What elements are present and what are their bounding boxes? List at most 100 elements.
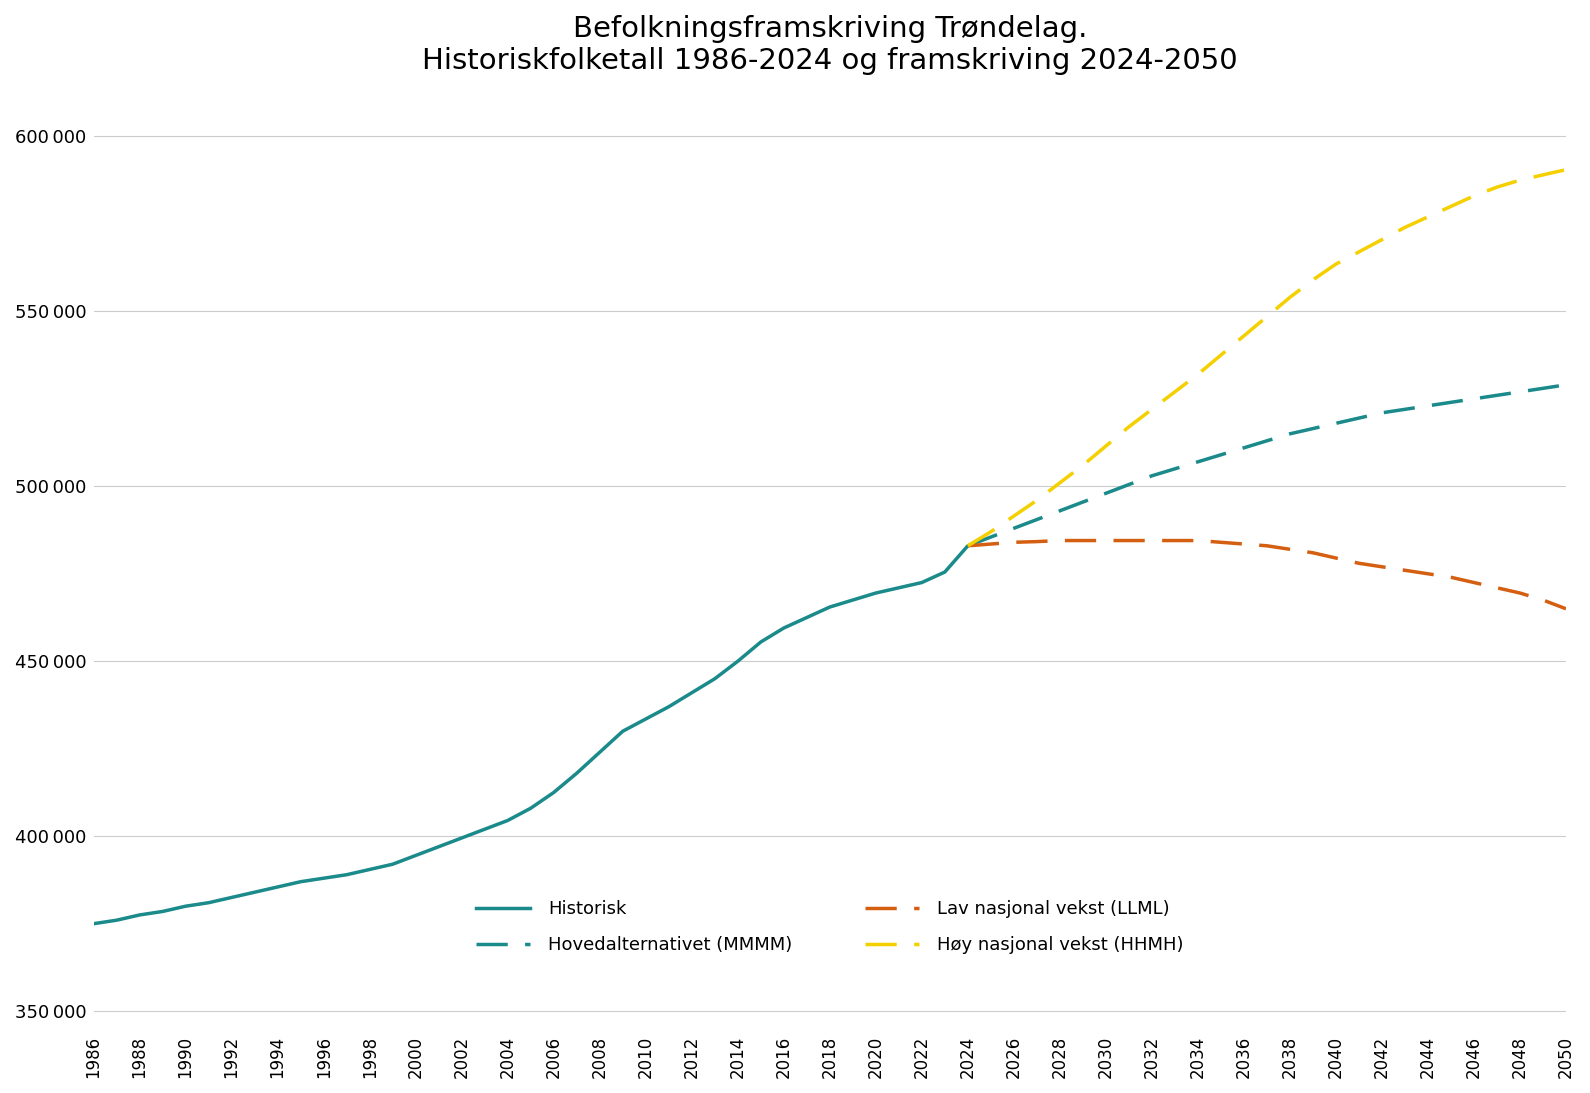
Hovedalternativet (MMMM) <box>1142 469 1161 482</box>
Lav nasjonal vekst (LLML) <box>1487 581 1506 595</box>
Høy nasjonal vekst (HHMH) <box>1051 477 1070 490</box>
Lav nasjonal vekst (LLML) <box>1142 534 1161 548</box>
Lav nasjonal vekst (LLML) <box>1418 567 1437 580</box>
Lav nasjonal vekst (LLML) <box>1005 536 1024 549</box>
Historisk <box>84 917 103 930</box>
Hovedalternativet (MMMM) <box>1258 434 1277 447</box>
Høy nasjonal vekst (HHMH) <box>981 526 1000 539</box>
Høy nasjonal vekst (HHMH) <box>1326 258 1345 271</box>
Legend: Historisk, Hovedalternativet (MMMM), Lav nasjonal vekst (LLML), Høy nasjonal vek: Historisk, Hovedalternativet (MMMM), Lav… <box>475 901 1183 954</box>
Høy nasjonal vekst (HHMH) <box>1097 439 1116 453</box>
Lav nasjonal vekst (LLML) <box>1372 561 1391 574</box>
Line: Høy nasjonal vekst (HHMH): Høy nasjonal vekst (HHMH) <box>968 169 1566 545</box>
Historisk <box>176 900 196 913</box>
Lav nasjonal vekst (LLML) <box>1557 602 1576 615</box>
Historisk <box>337 868 356 881</box>
Høy nasjonal vekst (HHMH) <box>1005 509 1024 522</box>
Høy nasjonal vekst (HHMH) <box>1304 273 1323 286</box>
Høy nasjonal vekst (HHMH) <box>1073 459 1092 472</box>
Lav nasjonal vekst (LLML) <box>1027 536 1046 549</box>
Line: Hovedalternativet (MMMM): Hovedalternativet (MMMM) <box>968 385 1566 545</box>
Historisk <box>820 600 840 613</box>
Historisk <box>452 832 471 845</box>
Høy nasjonal vekst (HHMH) <box>959 539 978 552</box>
Historisk <box>544 786 563 799</box>
Historisk <box>153 905 172 918</box>
Lav nasjonal vekst (LLML) <box>1073 534 1092 548</box>
Historisk <box>245 885 264 898</box>
Lav nasjonal vekst (LLML) <box>1119 534 1138 548</box>
Historisk <box>315 871 334 884</box>
Høy nasjonal vekst (HHMH) <box>1396 221 1415 234</box>
Historisk <box>568 766 587 779</box>
Historisk <box>291 875 310 889</box>
Historisk <box>706 672 725 685</box>
Historisk <box>475 823 494 836</box>
Hovedalternativet (MMMM) <box>1304 422 1323 435</box>
Høy nasjonal vekst (HHMH) <box>1142 402 1161 415</box>
Lav nasjonal vekst (LLML) <box>959 539 978 552</box>
Høy nasjonal vekst (HHMH) <box>1372 233 1391 246</box>
Historisk <box>660 701 679 714</box>
Line: Historisk: Historisk <box>94 545 968 924</box>
Hovedalternativet (MMMM) <box>1442 396 1461 409</box>
Hovedalternativet (MMMM) <box>1212 448 1231 461</box>
Historisk <box>429 841 448 854</box>
Hovedalternativet (MMMM) <box>1510 385 1530 398</box>
Historisk <box>383 858 402 871</box>
Historisk <box>867 587 886 600</box>
Lav nasjonal vekst (LLML) <box>1258 539 1277 552</box>
Høy nasjonal vekst (HHMH) <box>1350 245 1369 258</box>
Høy nasjonal vekst (HHMH) <box>1212 349 1231 362</box>
Høy nasjonal vekst (HHMH) <box>1533 168 1552 181</box>
Høy nasjonal vekst (HHMH) <box>1234 329 1253 342</box>
Hovedalternativet (MMMM) <box>1280 427 1299 440</box>
Hovedalternativet (MMMM) <box>1027 513 1046 526</box>
Hovedalternativet (MMMM) <box>981 530 1000 543</box>
Lav nasjonal vekst (LLML) <box>1188 534 1207 548</box>
Historisk <box>223 891 242 904</box>
Høy nasjonal vekst (HHMH) <box>1188 367 1207 380</box>
Lav nasjonal vekst (LLML) <box>1097 534 1116 548</box>
Lav nasjonal vekst (LLML) <box>1212 536 1231 549</box>
Høy nasjonal vekst (HHMH) <box>1165 385 1185 398</box>
Historisk <box>498 814 517 827</box>
Hovedalternativet (MMMM) <box>1119 478 1138 491</box>
Hovedalternativet (MMMM) <box>1073 495 1092 508</box>
Lav nasjonal vekst (LLML) <box>1510 587 1530 600</box>
Historisk <box>728 655 747 668</box>
Historisk <box>636 713 655 726</box>
Historisk <box>405 849 425 862</box>
Line: Lav nasjonal vekst (LLML): Lav nasjonal vekst (LLML) <box>968 541 1566 609</box>
Historisk <box>750 635 770 648</box>
Høy nasjonal vekst (HHMH) <box>1027 494 1046 507</box>
Hovedalternativet (MMMM) <box>1396 402 1415 415</box>
Hovedalternativet (MMMM) <box>1326 416 1345 430</box>
Lav nasjonal vekst (LLML) <box>1326 552 1345 565</box>
Historisk <box>130 908 149 921</box>
Historisk <box>774 622 793 635</box>
Lav nasjonal vekst (LLML) <box>1396 564 1415 577</box>
Hovedalternativet (MMMM) <box>1372 407 1391 420</box>
Hovedalternativet (MMMM) <box>1418 399 1437 412</box>
Lav nasjonal vekst (LLML) <box>1464 576 1483 589</box>
Høy nasjonal vekst (HHMH) <box>1280 291 1299 304</box>
Hovedalternativet (MMMM) <box>1051 504 1070 517</box>
Historisk <box>843 593 862 607</box>
Historisk <box>797 611 816 624</box>
Historisk <box>269 880 288 893</box>
Lav nasjonal vekst (LLML) <box>1280 543 1299 556</box>
Lav nasjonal vekst (LLML) <box>1350 556 1369 569</box>
Hovedalternativet (MMMM) <box>1005 521 1024 534</box>
Høy nasjonal vekst (HHMH) <box>1119 421 1138 434</box>
Historisk <box>682 686 701 700</box>
Historisk <box>590 745 609 759</box>
Historisk <box>959 539 978 552</box>
Lav nasjonal vekst (LLML) <box>1533 593 1552 607</box>
Historisk <box>614 725 633 738</box>
Høy nasjonal vekst (HHMH) <box>1557 163 1576 176</box>
Historisk <box>522 801 541 814</box>
Høy nasjonal vekst (HHMH) <box>1418 210 1437 223</box>
Hovedalternativet (MMMM) <box>1533 381 1552 395</box>
Historisk <box>199 896 218 909</box>
